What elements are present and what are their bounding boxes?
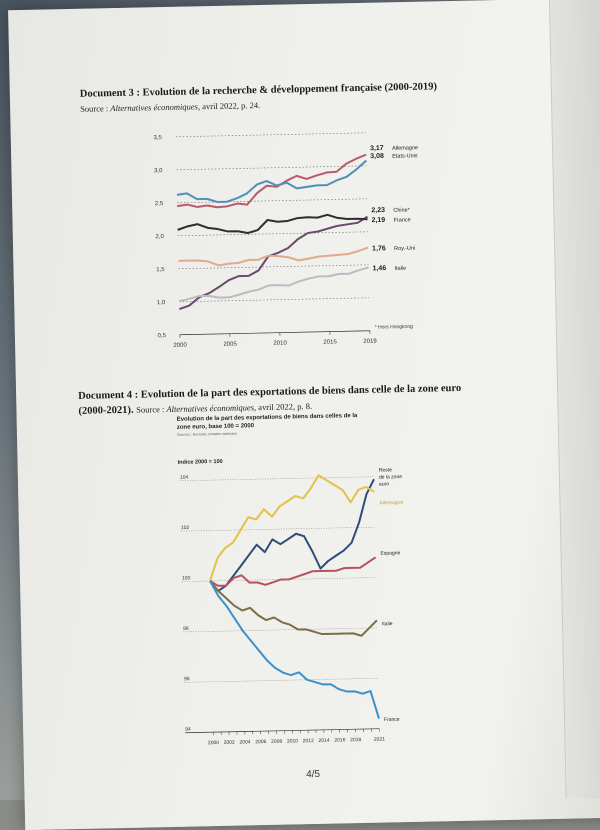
series-label: Reste <box>379 467 392 473</box>
series-line-france <box>210 578 379 723</box>
y-tick-label: 102 <box>181 525 190 531</box>
rd-chart: 3,5 3,0 2,5 2,0 1,5 1,0 0,5 2000 2005 2010 2015 201… <box>126 119 461 351</box>
series-line-france <box>177 214 367 234</box>
y-tick-label: 2,0 <box>155 234 164 240</box>
gridline <box>180 477 374 481</box>
end-value-label: 1,46 <box>372 265 386 272</box>
series-label: Italie <box>382 621 393 627</box>
y-tick-label: 1,0 <box>157 300 166 306</box>
x-tick-label: 2018 <box>350 737 361 743</box>
series-label: France <box>393 217 410 223</box>
x-tick-label: 2008 <box>271 739 282 745</box>
chart-title-line1: Evolution de la part des exportations de… <box>177 413 358 423</box>
x-tick-label: 2010 <box>273 341 287 347</box>
gridline <box>178 232 368 236</box>
doc3-source: Source : Alternatives économiques, avril… <box>80 100 260 114</box>
x-tick-label: 2004 <box>239 739 250 745</box>
x-tick-label: 2014 <box>318 738 329 744</box>
series-label: Espagne <box>380 550 400 556</box>
series-label: de la zone <box>379 474 402 480</box>
next-page-edge <box>549 0 600 799</box>
end-value-label: 2,23 <box>371 207 385 214</box>
series-line-espagne <box>210 557 376 586</box>
x-axis-line <box>185 729 379 733</box>
series-line-allemagne <box>208 474 376 581</box>
y-tick-label: 98 <box>183 626 189 632</box>
end-value-label: 2,19 <box>371 217 385 224</box>
y-tick-label: 96 <box>184 676 190 682</box>
doc4-title-line1: Document 4 : Evolution de la part des ex… <box>78 383 461 402</box>
footnote: * Hors Hongkong <box>375 324 413 331</box>
x-tick-label: 2016 <box>334 737 345 743</box>
series-label: France <box>384 717 400 723</box>
y-tick-label: 94 <box>185 727 191 733</box>
x-tick-label: 2005 <box>223 342 237 348</box>
x-tick-label: 2019 <box>363 339 377 345</box>
y-tick-label: 0,5 <box>158 333 167 339</box>
x-tick-label: 2002 <box>224 740 235 746</box>
series-label: Roy.-Uni <box>394 246 415 252</box>
series-label: Italie <box>395 266 407 272</box>
y-axis-title: Indice 2000 = 100 <box>178 459 223 466</box>
y-tick-label: 104 <box>180 475 189 481</box>
x-tick-label: 2010 <box>287 738 298 744</box>
x-tick-label: 2012 <box>303 738 314 744</box>
end-value-label: 1,76 <box>372 245 386 252</box>
x-tick-label: 2006 <box>255 739 266 745</box>
x-tick-label: 2015 <box>323 339 337 345</box>
doc3-title: Document 3 : Evolution de la recherche &… <box>80 81 437 99</box>
x-axis-line <box>180 331 370 335</box>
end-value-label: 3,08 <box>370 153 384 160</box>
end-value-label: 3,17 <box>370 145 384 152</box>
series-line-allemagne <box>176 155 367 208</box>
series-line-royuni <box>178 248 368 267</box>
series-line-italie <box>179 267 370 301</box>
chart-source: Sources : Eurostat, comptes nationaux <box>177 432 237 437</box>
gridline <box>183 628 377 632</box>
page-number: 4/5 <box>306 769 320 780</box>
gridline <box>181 527 375 531</box>
series-label: Etats-Unis <box>392 153 418 160</box>
y-tick-label: 2,5 <box>155 201 164 207</box>
y-tick-label: 1,5 <box>156 267 165 273</box>
series-label: euro <box>379 481 389 487</box>
gridline <box>179 298 369 302</box>
y-tick-label: 3,0 <box>154 168 163 174</box>
x-tick-label: 2000 <box>173 343 187 349</box>
y-tick-label: 3,5 <box>153 135 162 141</box>
y-tick-label: 100 <box>182 575 191 581</box>
series-label: Chine* <box>393 207 410 213</box>
x-tick-label: 2021 <box>374 737 385 743</box>
series-label: Allemagne <box>379 500 403 506</box>
gridline <box>176 133 366 137</box>
gridline <box>176 166 366 170</box>
series-line-etatsunis <box>176 161 367 203</box>
series-label: Allemagne <box>392 145 418 152</box>
gridline <box>179 265 369 269</box>
paper-sheet: Document 3 : Evolution de la recherche &… <box>8 0 600 830</box>
chart-title-line2: zone euro, base 100 = 2000 <box>177 423 255 431</box>
x-tick-label: 2000 <box>208 740 219 746</box>
series-line-restedelazoneeuro <box>208 479 376 591</box>
gridline <box>184 678 378 682</box>
exports-chart: Evolution de la part des exportations de… <box>177 409 484 755</box>
